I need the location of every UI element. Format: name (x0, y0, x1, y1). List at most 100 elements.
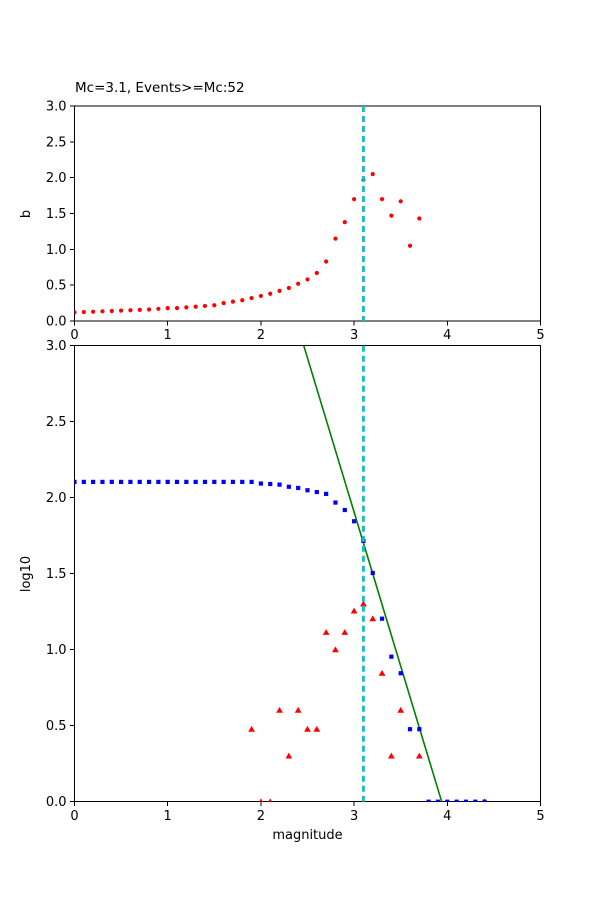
axes-spines (74, 345, 541, 803)
y-tick-label: 0.0 (46, 315, 67, 330)
x-tick-label: 5 (536, 809, 544, 824)
data-point (212, 303, 217, 308)
data-point (463, 799, 469, 802)
y-tick-label: 1.0 (46, 643, 67, 658)
data-point (313, 725, 321, 732)
data-point (333, 236, 338, 241)
axes-spines (74, 105, 541, 322)
data-point (137, 307, 142, 312)
data-point (212, 479, 217, 484)
y-tick-label: 0.5 (46, 279, 67, 294)
data-point (482, 799, 487, 802)
data-point (398, 199, 403, 204)
data-point (100, 309, 105, 314)
data-point (296, 485, 301, 491)
data-point (360, 600, 367, 607)
data-point (74, 310, 77, 315)
x-tick-label: 4 (443, 328, 451, 343)
data-point (415, 752, 423, 759)
data-point (454, 799, 459, 802)
data-point (285, 752, 293, 759)
cumulative-counts (74, 479, 487, 802)
data-point (184, 479, 189, 484)
bottom-y-axis-label: log10 (19, 556, 34, 592)
data-point (294, 706, 302, 713)
data-point (249, 479, 254, 484)
data-point (119, 479, 124, 484)
data-point (268, 291, 273, 296)
data-point (258, 798, 263, 802)
data-point (286, 484, 291, 489)
data-point (248, 725, 255, 732)
y-tick-label: 1.5 (46, 207, 67, 222)
data-point (119, 308, 124, 313)
data-point (350, 607, 358, 614)
data-point (352, 197, 357, 202)
data-point (473, 799, 478, 802)
data-point (81, 309, 86, 315)
data-point (137, 479, 142, 484)
data-point (184, 305, 189, 310)
top-plot-series (74, 106, 422, 321)
bottom-x-axis-label: magnitude (272, 828, 342, 843)
data-point (221, 300, 226, 306)
data-point (174, 479, 180, 484)
data-point (369, 615, 377, 622)
data-point (81, 479, 86, 484)
data-point (165, 479, 170, 484)
data-point (268, 481, 273, 487)
data-point (342, 507, 347, 513)
data-point (202, 303, 208, 309)
data-point (165, 306, 170, 311)
data-point (341, 629, 349, 635)
y-tick-label: 0.5 (46, 719, 67, 734)
data-point (74, 479, 77, 484)
data-point (445, 799, 450, 802)
y-tick-label: 1.0 (46, 243, 67, 258)
data-point (305, 488, 310, 493)
x-tick-label: 3 (350, 809, 358, 824)
data-point (417, 216, 422, 221)
data-point (258, 481, 263, 486)
data-point (146, 479, 152, 484)
data-point (389, 654, 394, 659)
bottom-plot-series (74, 345, 487, 802)
data-point (296, 281, 301, 286)
data-point (230, 479, 236, 484)
data-point (276, 706, 283, 713)
data-point (370, 171, 375, 177)
data-point (100, 479, 105, 484)
data-point (240, 479, 245, 484)
y-tick-label: 3.0 (46, 100, 67, 115)
data-point (221, 479, 226, 484)
data-point (370, 570, 375, 576)
data-point (109, 479, 114, 484)
data-point (398, 671, 403, 676)
data-point (109, 308, 114, 314)
y-tick-label: 3.0 (46, 339, 67, 354)
x-tick-label: 4 (443, 809, 451, 824)
data-point (277, 288, 282, 293)
data-point (91, 479, 96, 484)
bottom-plot-axes: 0 1 2 3 4 5 0.0 0.5 1.0 1.5 2.0 2.5 3.0 (46, 339, 545, 824)
data-point (268, 798, 273, 802)
data-point (379, 616, 385, 621)
x-tick-label: 2 (257, 328, 265, 343)
b-values (74, 171, 422, 315)
data-point (193, 304, 198, 309)
data-point (407, 727, 413, 732)
noncumulative-bin-counts (248, 600, 487, 802)
data-point (305, 277, 310, 282)
data-point (193, 479, 198, 484)
data-point (417, 727, 422, 732)
data-point (156, 479, 161, 484)
data-point (128, 479, 133, 484)
data-point (407, 243, 413, 248)
y-tick-label: 2.0 (46, 491, 67, 506)
data-point (156, 306, 161, 311)
data-point (277, 482, 282, 487)
data-point (249, 295, 254, 301)
data-point (342, 220, 347, 225)
data-point (314, 270, 319, 276)
